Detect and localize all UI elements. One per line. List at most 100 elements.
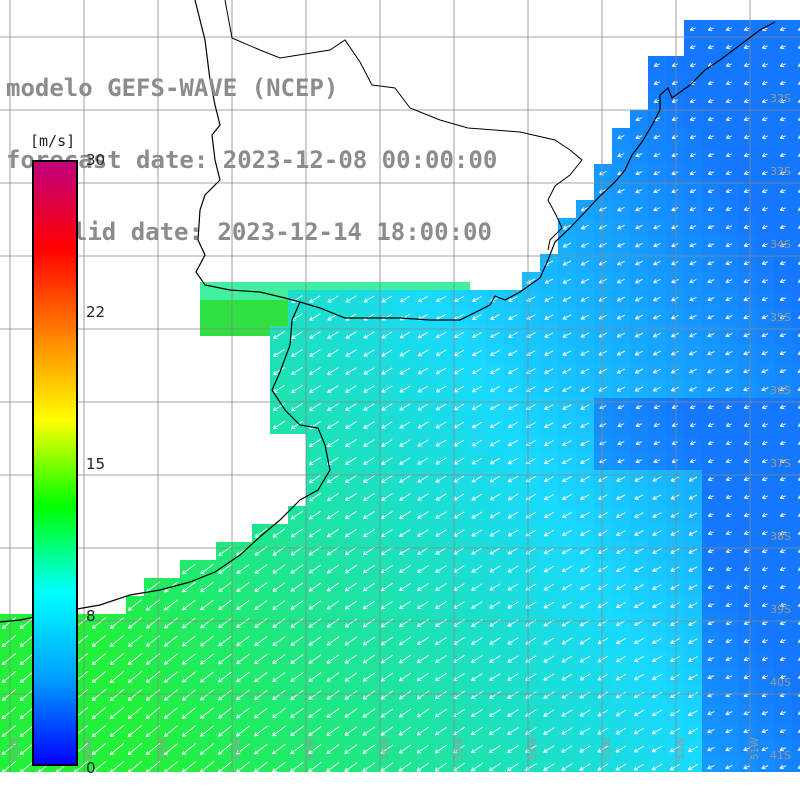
wind-arrowhead bbox=[634, 531, 638, 536]
wind-arrow bbox=[308, 725, 322, 737]
colorbar-tick-30: 30 bbox=[86, 151, 106, 169]
wind-arrow bbox=[652, 656, 662, 662]
wind-arrowhead bbox=[489, 550, 493, 555]
wind-arrowhead bbox=[779, 638, 784, 643]
wind-arrow bbox=[399, 600, 411, 610]
wind-arrowhead bbox=[362, 695, 366, 700]
wind-arrowhead bbox=[544, 279, 548, 284]
wind-arrowhead bbox=[579, 586, 583, 590]
wind-arrow bbox=[561, 727, 573, 735]
wind-arrow bbox=[580, 404, 590, 410]
wind-arrow bbox=[744, 63, 750, 67]
wind-arrowhead bbox=[689, 440, 694, 445]
wind-arrow bbox=[688, 745, 698, 753]
wind-arrowhead bbox=[761, 296, 765, 301]
wind-arrowhead bbox=[181, 750, 185, 755]
wind-arrow bbox=[146, 617, 160, 629]
wind-arrowhead bbox=[797, 117, 800, 121]
wind-arrow bbox=[744, 531, 750, 535]
wind-cell bbox=[218, 282, 236, 300]
wind-arrow bbox=[326, 618, 340, 628]
wind-arrowhead bbox=[707, 26, 712, 31]
wind-arrowhead bbox=[597, 766, 601, 771]
wind-arrow bbox=[780, 153, 786, 157]
wind-arrow bbox=[344, 690, 358, 700]
wind-arrow bbox=[507, 547, 519, 555]
wind-arrow bbox=[562, 494, 572, 500]
wind-arrow bbox=[435, 511, 447, 519]
wind-arrowhead bbox=[381, 388, 385, 393]
wind-arrowhead bbox=[743, 404, 748, 409]
colorbar-tick-0: 0 bbox=[86, 759, 96, 777]
wind-arrowhead bbox=[254, 569, 257, 574]
wind-arrowhead bbox=[688, 639, 692, 644]
wind-arrowhead bbox=[380, 767, 384, 772]
wind-arrow bbox=[272, 420, 286, 430]
wind-arrowhead bbox=[326, 713, 329, 718]
wind-arrow bbox=[399, 475, 411, 483]
wind-arrowhead bbox=[489, 514, 493, 519]
wind-arrow bbox=[19, 634, 35, 648]
wind-arrow bbox=[272, 761, 286, 773]
wind-arrowhead bbox=[616, 315, 620, 320]
wind-arrow bbox=[652, 602, 662, 608]
wind-arrow bbox=[617, 441, 625, 445]
wind-arrowhead bbox=[743, 494, 748, 499]
wind-arrow bbox=[435, 654, 447, 664]
wind-arrow bbox=[616, 602, 626, 608]
wind-arrow bbox=[435, 565, 447, 573]
wind-arrowhead bbox=[761, 188, 766, 193]
wind-arrow bbox=[19, 670, 35, 684]
wind-arrow bbox=[598, 350, 608, 356]
wind-arrowhead bbox=[1, 699, 7, 702]
wind-arrowhead bbox=[254, 623, 257, 628]
wind-arrow bbox=[635, 441, 643, 445]
wind-arrow bbox=[708, 99, 714, 103]
wind-arrowhead bbox=[707, 494, 712, 499]
wind-arrowhead bbox=[308, 713, 311, 718]
wind-arrow bbox=[272, 564, 286, 574]
wind-arrow bbox=[688, 763, 698, 771]
wind-arrowhead bbox=[579, 549, 583, 554]
wind-arrowhead bbox=[489, 568, 493, 573]
wind-arrow bbox=[525, 673, 537, 681]
wind-arrowhead bbox=[634, 351, 638, 356]
wind-arrowhead bbox=[273, 352, 276, 357]
wind-arrow bbox=[672, 81, 678, 85]
wind-arrow bbox=[254, 564, 268, 574]
wind-arrow bbox=[780, 621, 786, 625]
wind-arrow bbox=[651, 745, 663, 753]
wind-arrow bbox=[688, 530, 698, 536]
longitude-label: 52W bbox=[676, 737, 687, 760]
wind-arrowhead bbox=[562, 369, 566, 374]
wind-arrowhead bbox=[579, 748, 583, 753]
wind-arrow bbox=[290, 672, 304, 682]
wind-arrow bbox=[362, 654, 376, 664]
wind-arrow bbox=[435, 421, 447, 429]
wind-arrow bbox=[617, 224, 625, 230]
wind-arrow bbox=[416, 762, 430, 772]
wind-arrowhead bbox=[779, 584, 784, 589]
wind-arrow bbox=[290, 725, 304, 737]
wind-arrow bbox=[743, 387, 751, 391]
wind-arrowhead bbox=[779, 350, 783, 355]
wind-arrowhead bbox=[797, 639, 800, 643]
wind-arrowhead bbox=[182, 570, 185, 575]
wind-arrowhead bbox=[670, 549, 674, 554]
wind-arrowhead bbox=[345, 406, 348, 411]
wind-arrow bbox=[725, 729, 733, 733]
wind-arrow bbox=[798, 316, 800, 319]
wind-arrowhead bbox=[399, 298, 403, 303]
wind-arrowhead bbox=[797, 135, 800, 139]
wind-arrowhead bbox=[218, 626, 223, 629]
wind-arrowhead bbox=[19, 645, 25, 648]
wind-cell bbox=[792, 578, 800, 596]
wind-arrow bbox=[780, 423, 786, 427]
wind-arrowhead bbox=[489, 532, 493, 537]
wind-arrowhead bbox=[653, 297, 657, 301]
wind-arrowhead bbox=[128, 663, 133, 665]
wind-arrowhead bbox=[344, 569, 348, 574]
wind-arrow bbox=[762, 99, 768, 103]
wind-arrowhead bbox=[653, 62, 658, 67]
wind-arrowhead bbox=[797, 621, 800, 625]
